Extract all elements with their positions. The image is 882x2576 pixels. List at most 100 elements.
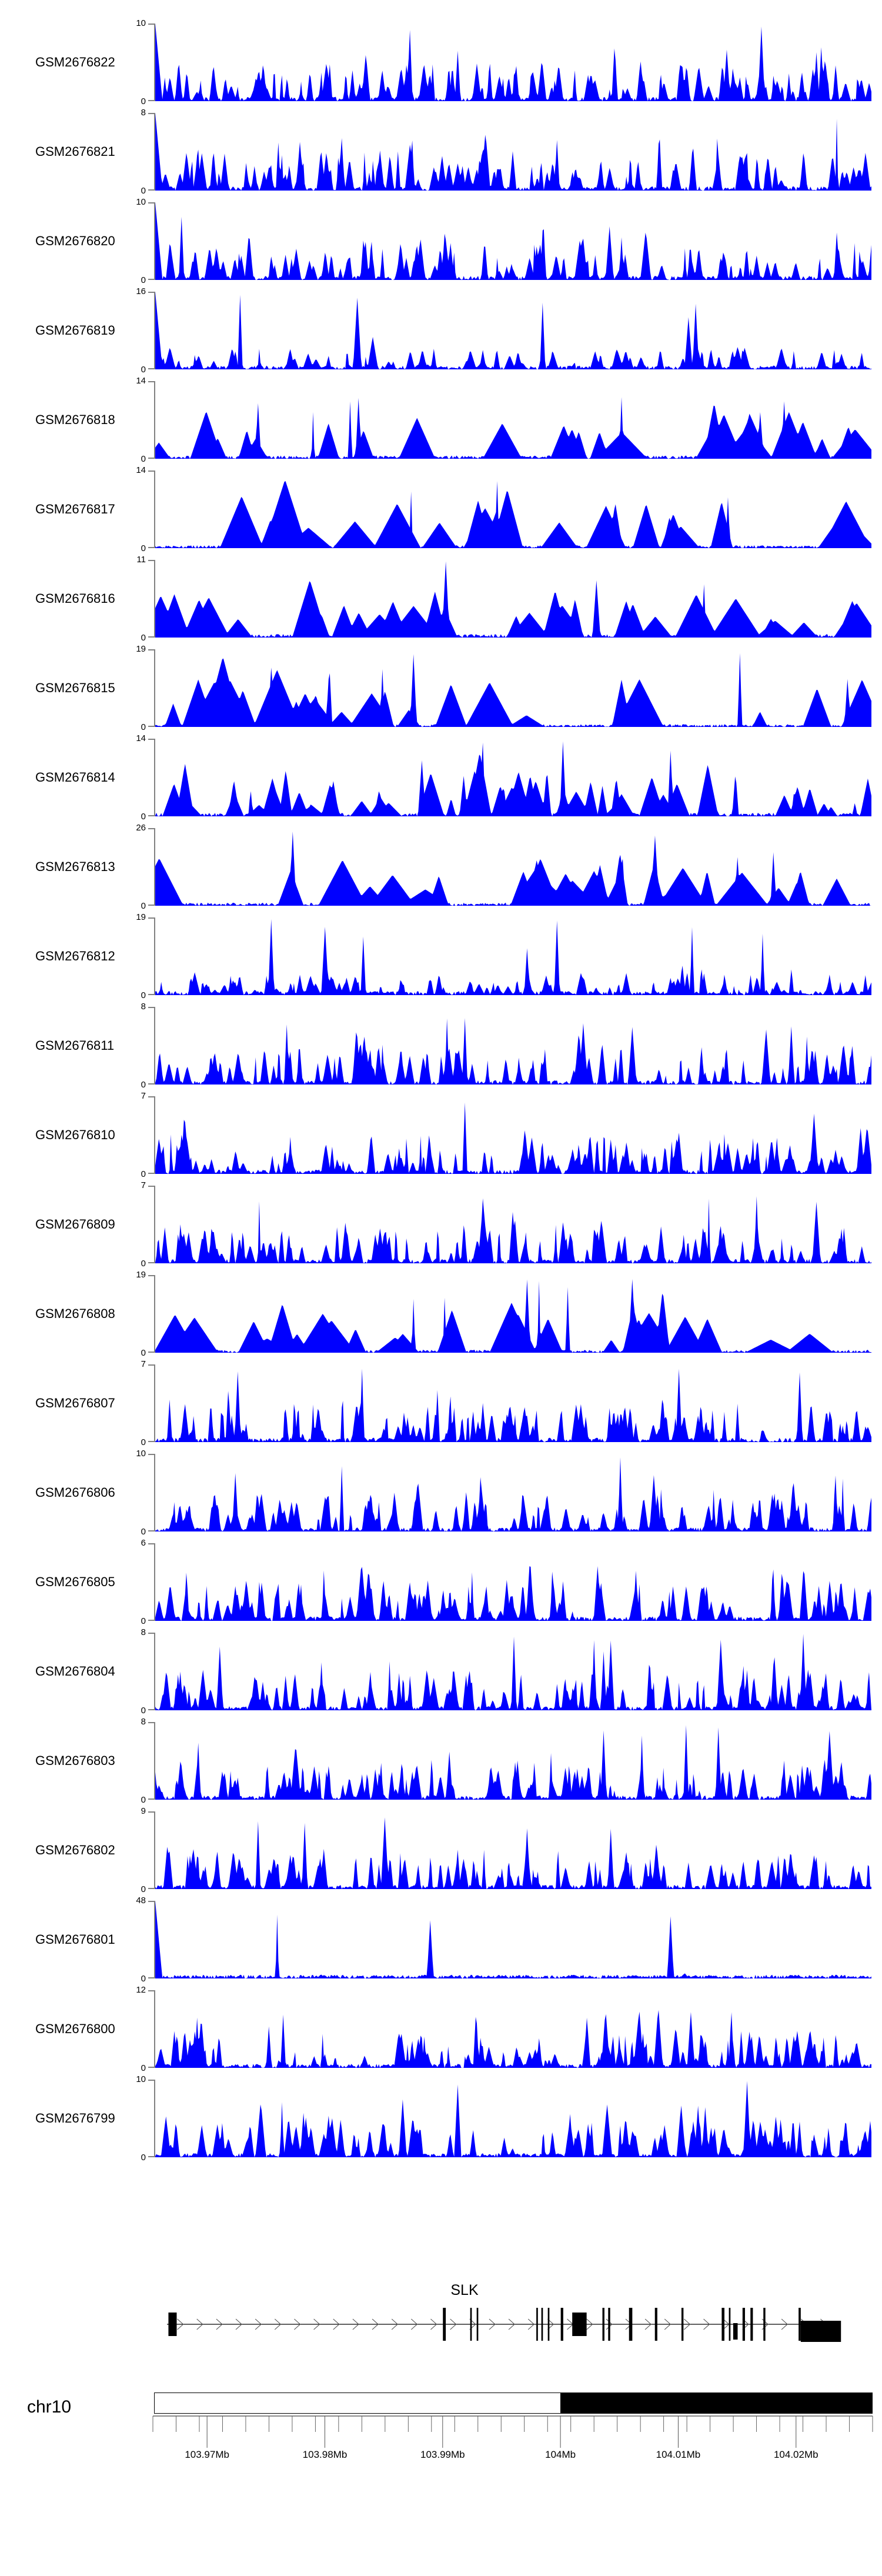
gene-exon[interactable] — [547, 2308, 550, 2341]
coverage-plot-area[interactable] — [155, 1096, 871, 1174]
track-axis: 14 0 — [136, 376, 871, 464]
gene-exon[interactable] — [470, 2308, 472, 2341]
gene-exon[interactable] — [800, 2321, 841, 2342]
gene-exon[interactable] — [560, 2308, 563, 2341]
coverage-track[interactable]: GSM2676807 7 0 — [0, 1359, 882, 1448]
gene-exon[interactable] — [602, 2308, 604, 2341]
track-axis: 11 0 — [136, 555, 871, 643]
coverage-track[interactable]: GSM2676810 7 0 — [0, 1090, 882, 1180]
gene-exon[interactable] — [799, 2308, 801, 2341]
gene-model-track: SLK — [0, 2282, 882, 2358]
y-axis-max-label: 9 — [141, 1806, 146, 1816]
y-axis-line — [148, 113, 155, 191]
y-axis-min-label: 0 — [141, 1259, 146, 1269]
coverage-plot-area[interactable] — [155, 1990, 871, 2068]
coverage-track[interactable]: GSM2676809 7 0 — [0, 1180, 882, 1269]
coverage-plot-area[interactable] — [155, 739, 871, 816]
y-axis-tick-min — [148, 815, 155, 816]
coverage-track[interactable]: GSM2676822 10 0 — [0, 18, 882, 107]
strand-arrow-icon — [333, 2318, 340, 2330]
coverage-track[interactable]: GSM2676813 26 0 — [0, 822, 882, 912]
y-axis-line — [148, 381, 155, 459]
track-sample-label: GSM2676799 — [35, 2111, 115, 2125]
y-axis-min-label: 0 — [141, 275, 146, 285]
coverage-plot-area[interactable] — [155, 917, 871, 995]
coverage-plot-area[interactable] — [155, 2080, 871, 2157]
strand-arrow-icon — [606, 2318, 613, 2330]
coverage-track[interactable]: GSM2676800 12 0 — [0, 1984, 882, 2074]
coverage-plot-area[interactable] — [155, 560, 871, 638]
coverage-plot-area[interactable] — [155, 471, 871, 548]
y-axis-tick-min — [148, 547, 155, 548]
coverage-track[interactable]: GSM2676820 10 0 — [0, 196, 882, 286]
gene-exon[interactable] — [742, 2308, 745, 2341]
gene-exon[interactable] — [443, 2308, 446, 2341]
coverage-track[interactable]: GSM2676804 8 0 — [0, 1627, 882, 1716]
coverage-track[interactable]: GSM2676817 14 0 — [0, 465, 882, 554]
gene-exon[interactable] — [681, 2308, 684, 2341]
chromosome-ideogram[interactable] — [154, 2393, 873, 2414]
axis-tick-label: 104.02Mb — [773, 2449, 818, 2460]
gene-exon[interactable] — [476, 2308, 479, 2341]
coverage-track[interactable]: GSM2676814 14 0 — [0, 733, 882, 822]
gene-exon[interactable] — [763, 2308, 766, 2341]
coverage-area — [155, 113, 871, 191]
coverage-track[interactable]: GSM2676806 10 0 — [0, 1448, 882, 1537]
coverage-track[interactable]: GSM2676803 8 0 — [0, 1716, 882, 1806]
y-axis-line — [148, 1186, 155, 1263]
y-axis-line — [148, 2080, 155, 2157]
y-axis-tick-min — [148, 1352, 155, 1353]
track-sample-label: GSM2676822 — [35, 55, 115, 69]
gene-exon[interactable] — [541, 2308, 543, 2341]
track-sample-label: GSM2676807 — [35, 1396, 115, 1410]
gene-exon[interactable] — [729, 2308, 731, 2341]
coverage-plot-area[interactable] — [155, 202, 871, 280]
coverage-plot-area[interactable] — [155, 292, 871, 369]
coverage-plot-area[interactable] — [155, 24, 871, 101]
coverage-plot-area[interactable] — [155, 1811, 871, 1889]
gene-exon[interactable] — [733, 2323, 738, 2340]
coverage-track[interactable]: GSM2676799 10 0 — [0, 2074, 882, 2163]
y-axis-max-label: 11 — [136, 555, 146, 565]
coverage-plot-area[interactable] — [155, 113, 871, 191]
coverage-plot-area[interactable] — [155, 1543, 871, 1621]
coverage-area — [155, 1279, 871, 1353]
coverage-area — [155, 1901, 871, 1978]
coverage-track[interactable]: GSM2676802 9 0 — [0, 1806, 882, 1895]
coverage-track[interactable]: GSM2676821 8 0 — [0, 107, 882, 196]
coverage-plot-area[interactable] — [155, 1454, 871, 1531]
gene-exon[interactable] — [608, 2308, 610, 2341]
coverage-track[interactable]: GSM2676818 14 0 — [0, 375, 882, 465]
gene-exon[interactable] — [168, 2313, 177, 2336]
gene-exon[interactable] — [750, 2308, 753, 2341]
y-axis-line — [148, 471, 155, 548]
coverage-track[interactable]: GSM2676812 19 0 — [0, 912, 882, 1001]
coverage-track[interactable]: GSM2676816 11 0 — [0, 554, 882, 643]
track-axis: 12 0 — [136, 1985, 871, 2073]
coverage-plot-area[interactable] — [155, 1186, 871, 1263]
coverage-track[interactable]: GSM2676805 6 0 — [0, 1537, 882, 1627]
coverage-track[interactable]: GSM2676815 19 0 — [0, 643, 882, 733]
gene-exon[interactable] — [629, 2308, 633, 2341]
gene-exon[interactable] — [572, 2313, 587, 2336]
coverage-plot-area[interactable] — [155, 1722, 871, 1800]
coverage-plot-area[interactable] — [155, 1633, 871, 1710]
coverage-track[interactable]: GSM2676811 8 0 — [0, 1001, 882, 1090]
coverage-plot-area[interactable] — [155, 1275, 871, 1353]
gene-exon[interactable] — [721, 2308, 725, 2341]
gene-exon[interactable] — [654, 2308, 657, 2341]
coverage-track[interactable]: GSM2676801 48 0 — [0, 1895, 882, 1984]
gene-exon[interactable] — [536, 2308, 538, 2341]
coverage-area — [155, 1017, 871, 1085]
y-axis-min-label: 0 — [141, 454, 146, 464]
coverage-plot-area[interactable] — [155, 381, 871, 459]
coverage-plot-area[interactable] — [155, 828, 871, 906]
coverage-plot-area[interactable] — [155, 1364, 871, 1442]
coverage-track[interactable]: GSM2676819 16 0 — [0, 286, 882, 375]
track-sample-label: GSM2676806 — [35, 1485, 115, 1500]
y-axis-tick-max — [148, 917, 155, 919]
coverage-track[interactable]: GSM2676808 19 0 — [0, 1269, 882, 1359]
coverage-plot-area[interactable] — [155, 1901, 871, 1978]
coverage-plot-area[interactable] — [155, 1007, 871, 1085]
coverage-plot-area[interactable] — [155, 649, 871, 727]
